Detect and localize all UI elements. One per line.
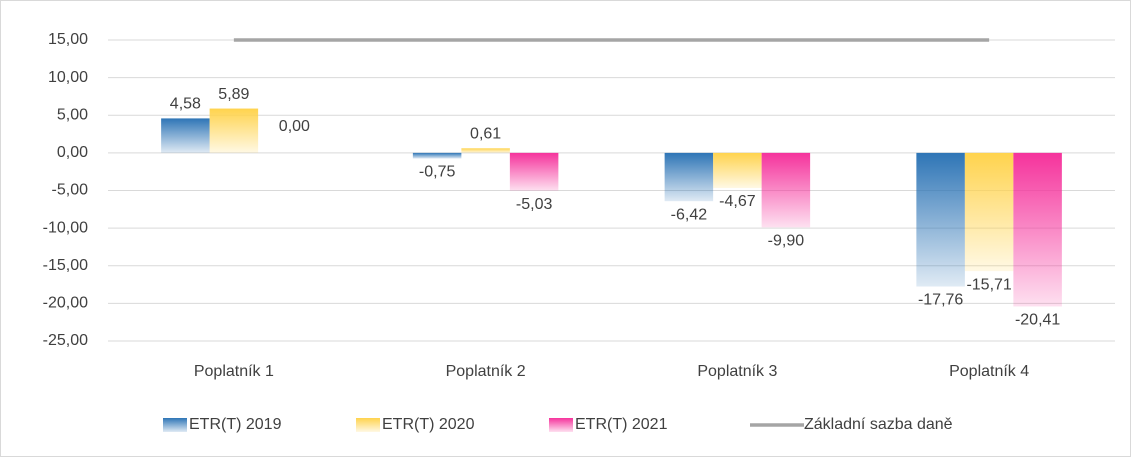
y-tick-label: -20,00 [43, 295, 88, 312]
bar [209, 108, 259, 153]
data-label: -9,90 [768, 233, 805, 250]
legend-swatch [549, 418, 573, 432]
legend-swatch [163, 418, 187, 432]
bar [916, 152, 965, 287]
legend-swatch [356, 418, 380, 432]
bar [509, 152, 559, 191]
y-tick-label: 10,00 [48, 69, 88, 86]
y-tick-label: -25,00 [43, 332, 88, 349]
x-tick-label: Poplatník 2 [446, 363, 526, 380]
data-label: -5,03 [516, 196, 553, 213]
x-tick-label: Poplatník 1 [194, 363, 274, 380]
y-tick-label: -15,00 [43, 257, 88, 274]
x-tick-label: Poplatník 4 [949, 363, 1029, 380]
bar [461, 148, 510, 153]
data-label: -6,42 [671, 206, 708, 223]
legend-label: ETR(T) 2019 [189, 416, 282, 433]
legend-label: ETR(T) 2021 [575, 416, 668, 433]
bar [713, 152, 762, 189]
data-label: 0,61 [470, 126, 501, 143]
data-label: -20,41 [1015, 312, 1060, 329]
y-tick-label: 5,00 [57, 106, 88, 123]
data-label: -0,75 [419, 164, 456, 181]
y-tick-label: -10,00 [43, 219, 88, 236]
data-label: 5,89 [218, 86, 249, 103]
data-label: 4,58 [170, 96, 201, 113]
bar [664, 152, 714, 202]
data-label: -15,71 [966, 276, 1011, 293]
y-tick-label: 0,00 [57, 144, 88, 161]
y-tick-label: 15,00 [48, 31, 88, 48]
data-label: -4,67 [719, 193, 756, 210]
legend-label: Základní sazba daně [804, 416, 953, 433]
legend-label: ETR(T) 2020 [382, 416, 475, 433]
bar [964, 152, 1014, 272]
bar [1013, 152, 1062, 307]
bar [161, 118, 210, 153]
bar [412, 152, 462, 159]
data-label: 0,00 [279, 118, 310, 135]
x-tick-label: Poplatník 3 [697, 363, 777, 380]
y-tick-label: -5,00 [52, 182, 89, 199]
bar [761, 152, 811, 228]
data-label: -17,76 [918, 292, 963, 309]
